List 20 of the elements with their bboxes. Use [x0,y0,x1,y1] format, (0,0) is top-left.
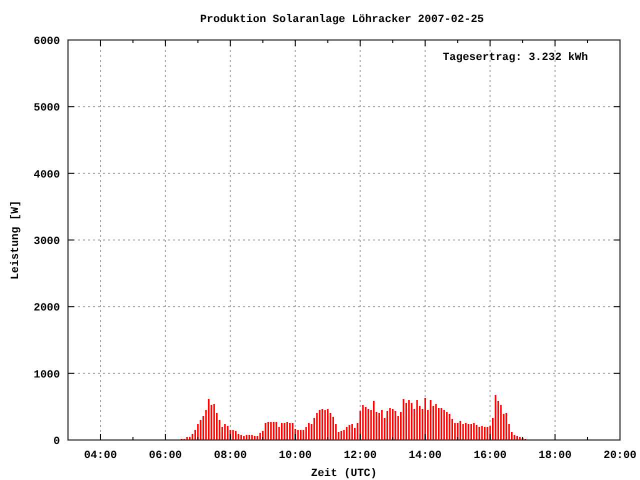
x-tick-label: 16:00 [474,450,507,462]
annotation: Tagesertrag: 3.232 kWh [442,52,588,64]
y-tick-label: 2000 [34,302,60,315]
x-tick-label: 10:00 [278,450,312,462]
y-tick-label: 5000 [34,102,60,115]
x-tick-label: 08:00 [214,450,247,462]
y-tick-label: 3000 [34,236,60,248]
y-axis-title: Leistung [W] [10,200,22,280]
x-tick-label: 06:00 [148,450,182,462]
x-tick-label: 04:00 [84,450,117,462]
y-tick-label: 6000 [34,36,60,48]
y-tick-label: 1000 [34,369,60,382]
y-tick-label: 0 [53,436,60,448]
x-tick-label: 14:00 [408,450,442,462]
x-tick-label: 20:00 [603,450,637,462]
x-tick-label: 18:00 [538,450,572,462]
chart-title: Produktion Solaranlage Löhracker 2007-02-25 [200,14,484,26]
x-tick-label: 12:00 [344,450,377,462]
x-axis-title: Zeit (UTC) [310,468,378,480]
y-tick-label: 4000 [34,169,60,182]
